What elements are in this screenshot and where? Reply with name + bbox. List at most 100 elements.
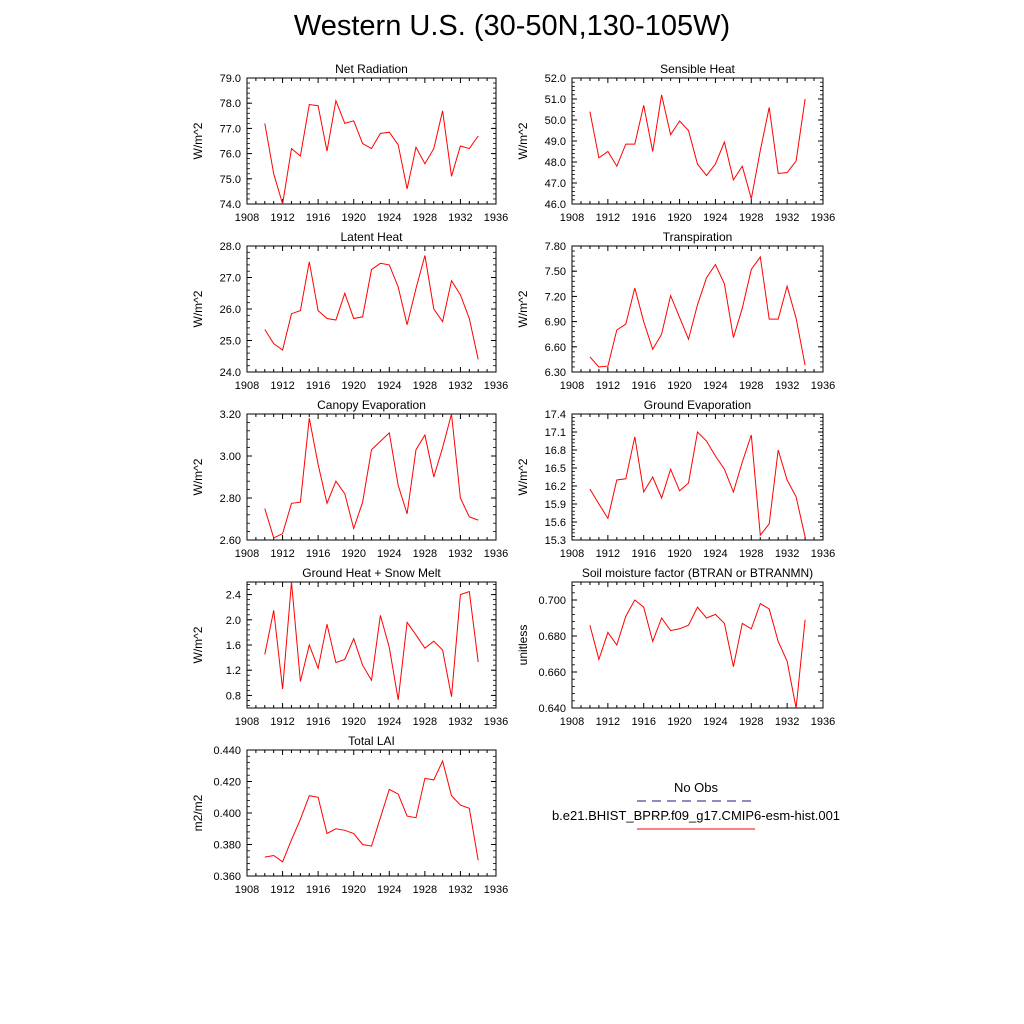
y-tick-label: 7.50 <box>545 266 566 278</box>
x-tick-label: 1916 <box>306 884 330 896</box>
x-tick-label: 1920 <box>341 380 365 392</box>
x-tick-label: 1928 <box>413 884 437 896</box>
y-tick-label: 2.80 <box>220 493 241 505</box>
y-tick-label: 78.0 <box>220 98 241 110</box>
y-tick-label: 0.440 <box>213 745 241 757</box>
x-tick-label: 1924 <box>377 380 401 392</box>
y-tick-label: 16.8 <box>545 445 566 457</box>
panel-title: Transpiration <box>663 230 733 244</box>
x-tick-label: 1912 <box>270 212 294 224</box>
y-tick-label: 16.2 <box>545 481 566 493</box>
y-tick-label: 0.680 <box>538 631 566 643</box>
x-tick-label: 1936 <box>484 548 508 560</box>
panel-title: Net Radiation <box>335 62 408 76</box>
x-tick-label: 1908 <box>560 548 584 560</box>
y-tick-label: 6.90 <box>545 317 566 329</box>
plot-frame <box>246 245 497 373</box>
x-tick-label: 1924 <box>377 548 401 560</box>
series-line <box>589 255 806 368</box>
x-tick-label: 1936 <box>811 548 835 560</box>
x-tick-label: 1928 <box>739 212 763 224</box>
y-tick-label: 0.8 <box>226 690 241 702</box>
x-tick-label: 1912 <box>270 380 294 392</box>
y-tick-label: 1.2 <box>226 665 241 677</box>
y-tick-label: 2.0 <box>226 615 241 627</box>
x-tick-label: 1920 <box>667 212 691 224</box>
y-tick-label: 2.60 <box>220 535 241 547</box>
x-tick-label: 1936 <box>811 716 835 728</box>
panel-total-lai: Total LAI m2/m2 1908 1912 1916 1920 1924 1928 19… <box>191 734 508 896</box>
x-tick-label: 1932 <box>775 212 799 224</box>
y-tick-label: 0.700 <box>538 595 566 607</box>
page-title: Western U.S. (30-50N,130-105W) <box>293 10 731 42</box>
plot-frame <box>246 581 497 709</box>
x-tick-label: 1912 <box>596 548 620 560</box>
x-tick-label: 1932 <box>448 716 472 728</box>
y-axis-label: W/m^2 <box>191 626 205 663</box>
x-tick-label: 1928 <box>413 212 437 224</box>
x-tick-label: 1908 <box>235 212 259 224</box>
y-tick-label: 79.0 <box>220 73 241 85</box>
x-tick-label: 1936 <box>484 716 508 728</box>
series-line <box>589 430 806 538</box>
panel-title: Sensible Heat <box>660 62 735 76</box>
x-tick-label: 1916 <box>631 548 655 560</box>
y-tick-label: 2.4 <box>226 590 241 602</box>
y-tick-label: 15.9 <box>545 499 566 511</box>
panel-title: Latent Heat <box>340 230 403 244</box>
x-tick-label: 1908 <box>235 380 259 392</box>
x-tick-label: 1924 <box>377 884 401 896</box>
panel-net-radiation: Net Radiation W/m^2 1908 1912 1916 1920 1924 19… <box>191 62 508 224</box>
y-tick-label: 0.420 <box>213 777 241 789</box>
y-tick-label: 15.3 <box>545 535 566 547</box>
y-tick-label: 24.0 <box>220 367 241 379</box>
series-line <box>264 413 479 539</box>
y-tick-label: 1.6 <box>226 640 241 652</box>
panel-title: Canopy Evaporation <box>317 398 426 412</box>
plot-frame <box>571 581 824 709</box>
y-axis-label: m2/m2 <box>191 794 205 831</box>
y-tick-label: 3.20 <box>220 409 241 421</box>
y-tick-label: 6.60 <box>545 342 566 354</box>
x-tick-label: 1908 <box>560 212 584 224</box>
y-tick-label: 52.0 <box>545 73 566 85</box>
y-tick-label: 16.5 <box>545 463 566 475</box>
y-tick-label: 48.0 <box>545 157 566 169</box>
panel-title: Ground Heat + Snow Melt <box>302 566 441 580</box>
y-tick-label: 6.30 <box>545 367 566 379</box>
x-tick-label: 1908 <box>560 716 584 728</box>
x-tick-label: 1920 <box>341 212 365 224</box>
x-tick-label: 1932 <box>775 716 799 728</box>
y-tick-label: 0.640 <box>538 703 566 715</box>
x-tick-label: 1936 <box>811 380 835 392</box>
series-line <box>589 599 806 709</box>
x-tick-label: 1916 <box>631 212 655 224</box>
y-tick-label: 0.660 <box>538 667 566 679</box>
y-tick-label: 76.0 <box>220 149 241 161</box>
x-tick-label: 1908 <box>560 380 584 392</box>
x-tick-label: 1928 <box>413 716 437 728</box>
x-tick-label: 1936 <box>484 380 508 392</box>
x-tick-label: 1912 <box>270 716 294 728</box>
panel-ground-heat-snow-melt: Ground Heat + Snow Melt W/m^2 1908 1912 1916… <box>191 566 508 728</box>
y-tick-label: 47.0 <box>545 178 566 190</box>
x-tick-label: 1936 <box>484 884 508 896</box>
panel-sensible-heat: Sensible Heat W/m^2 1908 1912 1916 1920 1924 19… <box>516 62 835 224</box>
panel-title: Total LAI <box>348 734 395 748</box>
plot-frame <box>571 77 824 205</box>
x-tick-label: 1924 <box>703 548 727 560</box>
x-tick-label: 1924 <box>703 212 727 224</box>
y-tick-label: 0.400 <box>213 808 241 820</box>
y-tick-label: 75.0 <box>220 174 241 186</box>
series-line <box>264 759 479 863</box>
x-tick-label: 1908 <box>235 884 259 896</box>
panel-canopy-evaporation: Canopy Evaporation W/m^2 1908 1912 1916 1920 1… <box>191 398 508 560</box>
x-tick-label: 1908 <box>235 548 259 560</box>
y-tick-label: 49.0 <box>545 136 566 148</box>
y-axis-label: W/m^2 <box>191 458 205 495</box>
y-tick-label: 25.0 <box>220 336 241 348</box>
x-tick-label: 1916 <box>631 380 655 392</box>
x-tick-label: 1912 <box>270 884 294 896</box>
y-tick-label: 7.80 <box>545 241 566 253</box>
